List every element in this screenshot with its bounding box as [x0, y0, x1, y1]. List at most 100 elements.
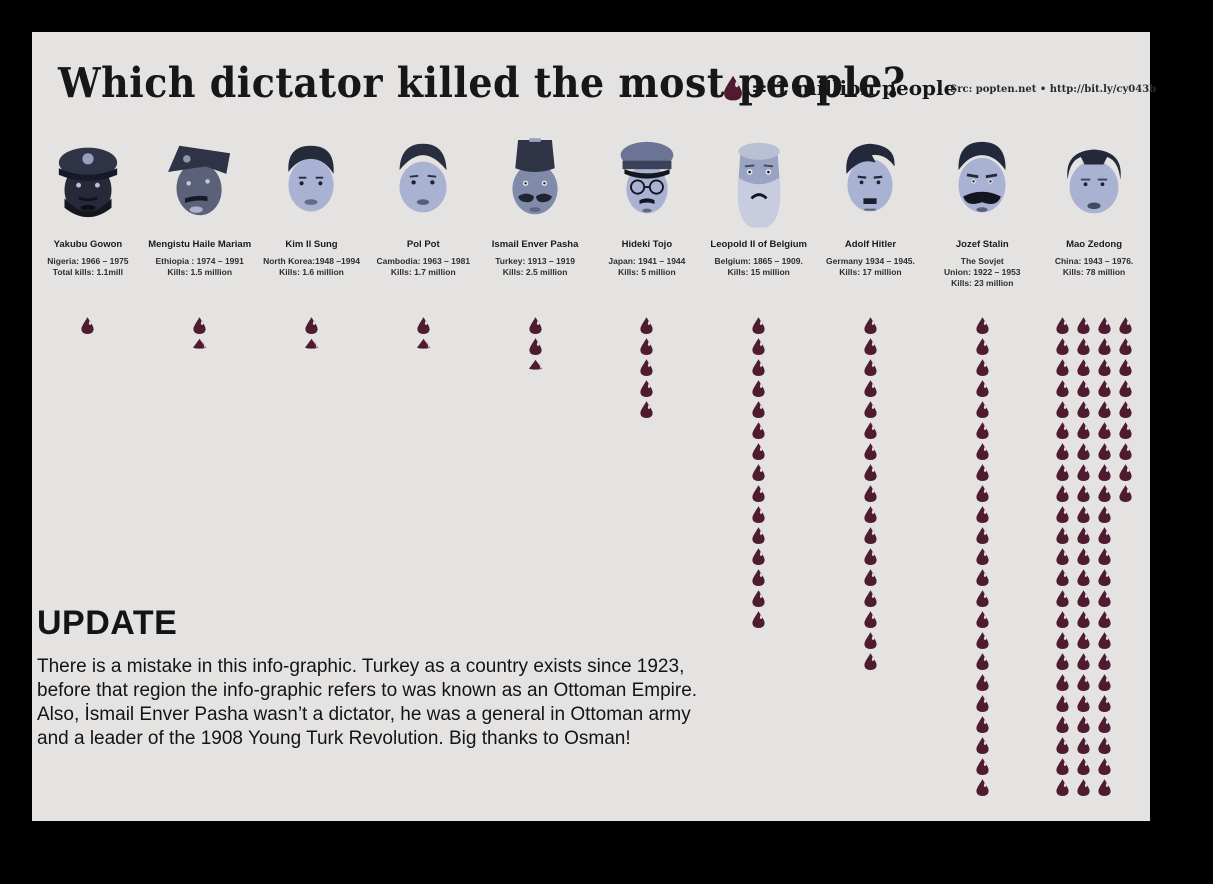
blood-drop-icon — [1098, 779, 1111, 796]
blood-drop-icon — [976, 527, 989, 544]
blood-drop-icon — [1056, 506, 1069, 523]
kill-drops — [863, 316, 878, 671]
dictator-columns: Yakubu Gowon Nigeria: 1966 – 1975 Total k… — [32, 128, 1150, 797]
blood-drop-icon — [1077, 527, 1090, 544]
page-title: Which dictator killed the most people? — [58, 58, 906, 107]
blood-drop-icon — [1077, 716, 1090, 733]
blood-drop-icon — [1098, 506, 1111, 523]
dictator-portrait — [935, 128, 1029, 230]
portrait-mengistu-haile-mariam — [167, 145, 230, 216]
blood-drop-icon — [752, 443, 765, 460]
blood-drop-icon — [864, 653, 877, 670]
blood-drop-icon — [976, 569, 989, 586]
dictator-column: Yakubu Gowon Nigeria: 1966 – 1975 Total k… — [32, 128, 144, 797]
blood-drop-icon — [724, 75, 742, 101]
blood-drop-icon — [305, 317, 318, 334]
blood-drop-icon — [1056, 359, 1069, 376]
blood-drop-icon — [1098, 611, 1111, 628]
blood-drop-icon — [1056, 737, 1069, 754]
blood-drop-icon — [976, 590, 989, 607]
dictator-name: Leopold II of Belgium — [710, 239, 807, 250]
blood-drop-icon — [752, 359, 765, 376]
dictator-column: Hideki Tojo Japan: 1941 – 1944 Kills: 5 m… — [591, 128, 703, 797]
kill-drops — [80, 316, 95, 335]
portrait-leopold-ii-of-belgium — [737, 142, 781, 228]
blood-drop-icon — [864, 401, 877, 418]
blood-drop-icon — [976, 485, 989, 502]
blood-drop-icon — [1077, 590, 1090, 607]
blood-drop-icon — [1098, 653, 1111, 670]
blood-drop-icon — [1098, 317, 1111, 334]
blood-drop-icon — [1077, 632, 1090, 649]
blood-drop-icon — [1056, 632, 1069, 649]
blood-drop-icon — [752, 506, 765, 523]
blood-drop-icon — [976, 716, 989, 733]
portrait-mao-zedong — [1067, 149, 1121, 214]
blood-drop-icon — [1119, 338, 1132, 355]
blood-drop-icon — [1098, 380, 1111, 397]
blood-drop-icon — [1098, 527, 1111, 544]
dictator-portrait — [153, 128, 247, 230]
blood-drop-icon — [752, 611, 765, 628]
blood-drop-icon — [1098, 716, 1111, 733]
portrait-kim-il-sung — [288, 145, 335, 212]
dictator-portrait — [488, 128, 582, 230]
blood-drop-icon — [976, 401, 989, 418]
blood-drop-icon — [976, 611, 989, 628]
blood-drop-icon — [1077, 779, 1090, 796]
dictator-column: Pol Pot Cambodia: 1963 – 1981 Kills: 1.7 … — [367, 128, 479, 797]
blood-drop-icon — [1077, 464, 1090, 481]
blood-drop-icon — [1056, 590, 1069, 607]
dictator-column: Leopold II of Belgium Belgium: 1865 – 19… — [703, 128, 815, 797]
blood-drop-icon — [1098, 422, 1111, 439]
blood-drop-icon — [640, 338, 653, 355]
blood-drop-icon — [752, 548, 765, 565]
half-blood-drop-icon — [416, 338, 430, 349]
blood-drop-icon — [1056, 716, 1069, 733]
blood-drop-icon — [864, 548, 877, 565]
blood-drop-icon — [976, 653, 989, 670]
update-body: There is a mistake in this info-graphic.… — [37, 656, 698, 750]
blood-drop-icon — [1077, 359, 1090, 376]
dictator-column: Kim Il Sung North Korea:1948 –1994 Kills:… — [256, 128, 368, 797]
dictator-name: Mengistu Haile Mariam — [148, 239, 252, 250]
blood-drop-icon — [1056, 443, 1069, 460]
blood-drop-icon — [640, 359, 653, 376]
kill-drops — [192, 316, 207, 349]
dictator-stats: The Sovjet Union: 1922 – 1953 Kills: 23 mi… — [944, 256, 1021, 289]
blood-drop-icon — [864, 632, 877, 649]
blood-drop-icon — [1056, 695, 1069, 712]
dictator-column: Mao Zedong China: 1943 – 1976. Kills: 78 … — [1038, 128, 1150, 797]
blood-drop-icon — [864, 485, 877, 502]
dictator-name: Kim Il Sung — [285, 239, 338, 250]
source-credit: Src: popten.net • http://bit.ly/cy043b — [950, 84, 1157, 95]
kill-drops — [639, 316, 654, 419]
blood-drop-icon — [1056, 674, 1069, 691]
blood-drop-icon — [1098, 758, 1111, 775]
blood-drop-icon — [1098, 674, 1111, 691]
dictator-name: Ismail Enver Pasha — [491, 239, 579, 250]
portrait-adolf-hitler — [846, 143, 896, 212]
blood-drop-icon — [752, 485, 765, 502]
blood-drop-icon — [193, 317, 206, 334]
blood-drop-icon — [864, 506, 877, 523]
dictator-portrait — [1047, 128, 1141, 230]
blood-drop-icon — [1119, 422, 1132, 439]
blood-drop-icon — [1056, 422, 1069, 439]
infographic-panel: Which dictator killed the most people? =… — [32, 32, 1157, 821]
blood-drop-icon — [864, 317, 877, 334]
blood-drop-icon — [864, 338, 877, 355]
blood-drop-icon — [1077, 758, 1090, 775]
half-blood-drop-icon — [193, 338, 207, 349]
half-blood-drop-icon — [528, 359, 542, 370]
kill-drops — [528, 316, 543, 370]
blood-drop-icon — [1056, 611, 1069, 628]
dictator-stats: Belgium: 1865 – 1909. Kills: 15 million — [714, 256, 803, 278]
portrait-ismail-enver-pasha — [512, 138, 558, 215]
blood-drop-icon — [976, 674, 989, 691]
dictator-stats: North Korea:1948 –1994 Kills: 1.6 million — [263, 256, 360, 278]
blood-drop-icon — [976, 779, 989, 796]
blood-drop-icon — [1098, 632, 1111, 649]
dictator-stats: Germany 1934 – 1945. Kills: 17 million — [826, 256, 915, 278]
blood-drop-icon — [864, 380, 877, 397]
